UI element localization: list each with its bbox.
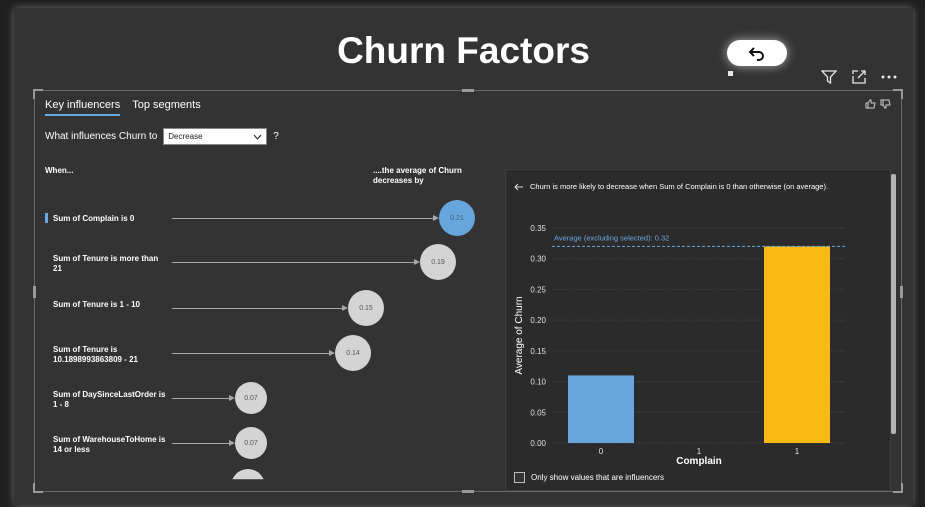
influence-question: What influences Churn to Decrease ? (45, 128, 279, 145)
detail-headline: Churn is more likely to decrease when Su… (530, 182, 829, 191)
drag-handle[interactable] (728, 71, 733, 76)
y-tick-label: 0.30 (530, 255, 546, 264)
bar (764, 246, 830, 443)
y-tick-label: 0.05 (530, 408, 546, 417)
undo-arrow-icon (748, 47, 764, 61)
influencer-list: Sum of Complain is 0 0.21 Sum of Tenure is… (35, 91, 505, 491)
y-tick-label: 0.25 (530, 285, 546, 294)
influence-value-bubble[interactable]: 0.21 (439, 200, 475, 236)
influencer-label[interactable]: Sum of WarehouseToHome is 14 or less (53, 435, 166, 454)
corner-handle[interactable] (893, 89, 903, 99)
thumbs-up-icon[interactable] (865, 99, 876, 109)
influencer-label[interactable]: Sum of Tenure is 10.1898993863809 - 21 (53, 345, 138, 364)
influence-value-bubble[interactable]: 0.14 (335, 335, 371, 371)
influencer-filter-checkbox[interactable] (514, 472, 525, 483)
influence-arrow (172, 218, 433, 219)
bar (568, 375, 634, 443)
y-tick-label: 0.10 (530, 378, 546, 387)
influence-value-bubble-partial (231, 469, 265, 480)
panel-scrollbar[interactable] (891, 174, 896, 434)
y-tick-label: 0.15 (530, 347, 546, 356)
influence-arrowhead (414, 259, 420, 265)
question-prefix: What influences Churn to (45, 131, 158, 142)
column-header-when: When... (45, 166, 74, 175)
page-title: Churn Factors (337, 30, 590, 71)
influence-value-bubble[interactable]: 0.07 (235, 382, 267, 414)
influencer-label[interactable]: Sum of Complain is 0 (53, 214, 135, 223)
back-button[interactable] (727, 40, 787, 66)
x-tick-label: 1 (697, 447, 702, 456)
checkbox-label: Only show values that are influencers (531, 473, 664, 482)
influence-arrow (172, 398, 229, 399)
corner-handle[interactable] (33, 89, 43, 99)
influencer-filter-row[interactable]: Only show values that are influencers (514, 472, 664, 483)
influencer-detail-panel: Churn is more likely to decrease when Su… (505, 169, 896, 491)
influence-value-bubble[interactable]: 0.15 (348, 290, 384, 326)
influence-value-bubble[interactable]: 0.07 (235, 427, 267, 459)
y-tick-label: 0.20 (530, 316, 546, 325)
visual-header-icons (820, 68, 898, 86)
influencer-label[interactable]: Sum of Tenure is more than 21 (53, 254, 159, 273)
tab-top-segments[interactable]: Top segments (132, 99, 201, 111)
resize-handle-left[interactable] (33, 286, 36, 298)
influence-arrow (172, 443, 229, 444)
y-axis-label: Average of Churn (514, 296, 525, 374)
column-header-average: ....the average of Churn decreases by (373, 166, 462, 185)
selected-indicator (45, 213, 48, 223)
key-influencers-visual[interactable]: Key influencers Top segments What influe… (33, 89, 903, 493)
influence-arrow (172, 353, 329, 354)
thumbs-down-icon[interactable] (880, 99, 891, 109)
influence-arrowhead (433, 215, 439, 221)
visual-tabs: Key influencers Top segments (45, 99, 201, 116)
x-tick-label: 0 (599, 447, 604, 456)
influence-arrow (172, 262, 414, 263)
feedback-icons (865, 99, 891, 109)
influence-value-bubble[interactable]: 0.19 (420, 244, 456, 280)
churn-bar-chart: 0.00 0.05 0.10 0.15 0.20 0.25 0.30 0.35 Average … (514, 224, 846, 467)
back-arrow-icon[interactable] (514, 183, 524, 191)
influencer-label[interactable]: Sum of DaySinceLastOrder is 1 - 8 (53, 390, 166, 409)
influence-arrowhead (342, 305, 348, 311)
x-axis-label: Complain (676, 456, 722, 467)
y-tick-label: 0.35 (530, 224, 546, 233)
resize-handle-bottom[interactable] (462, 490, 474, 493)
resize-handle-right[interactable] (900, 286, 903, 298)
report-canvas: Churn Factors Key influencers Top segmen… (14, 8, 913, 505)
corner-handle[interactable] (33, 483, 43, 493)
influence-arrowhead (229, 440, 235, 446)
corner-handle[interactable] (893, 483, 903, 493)
tab-key-influencers[interactable]: Key influencers (45, 99, 121, 116)
reference-line-label: Average (excluding selected): 0.32 (554, 233, 669, 242)
focus-mode-icon[interactable] (850, 68, 868, 86)
chevron-down-icon (253, 134, 262, 140)
influence-arrowhead (329, 350, 335, 356)
influence-arrow (172, 308, 342, 309)
direction-dropdown[interactable]: Decrease (163, 128, 268, 145)
x-tick-label: 1 (795, 447, 800, 456)
filter-icon[interactable] (820, 68, 838, 86)
question-suffix: ? (273, 131, 279, 142)
detail-header: Churn is more likely to decrease when Su… (514, 182, 828, 191)
influence-arrowhead (229, 395, 235, 401)
influencer-label[interactable]: Sum of Tenure is 1 - 10 (53, 300, 140, 309)
resize-handle-top[interactable] (462, 89, 474, 92)
more-options-icon[interactable] (880, 68, 898, 86)
y-tick-label: 0.00 (530, 439, 546, 448)
dropdown-value: Decrease (168, 132, 203, 141)
